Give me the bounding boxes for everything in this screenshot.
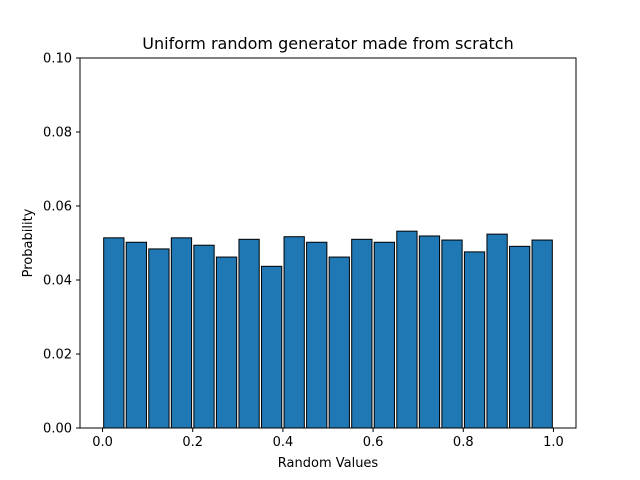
y-tick-label: 0.02 xyxy=(43,348,72,363)
histogram-bar xyxy=(193,244,215,429)
histogram-bar xyxy=(463,251,486,429)
histogram-bar xyxy=(215,256,238,429)
histogram-bar xyxy=(260,265,283,429)
histogram-bar xyxy=(170,237,193,429)
y-tick-label: 0.08 xyxy=(43,126,72,141)
histogram-bar xyxy=(396,230,418,429)
chart-title: Uniform random generator made from scrat… xyxy=(142,34,513,53)
histogram-bar xyxy=(441,239,463,429)
histogram-bar xyxy=(103,237,125,429)
y-tick-label: 0.10 xyxy=(43,52,72,67)
x-tick-label: 0.6 xyxy=(363,435,384,450)
histogram-bar xyxy=(125,241,148,429)
x-tick-label: 0.0 xyxy=(92,435,113,450)
x-tick-label: 0.4 xyxy=(273,435,294,450)
y-axis-label: Probability xyxy=(21,208,36,277)
histogram-bar xyxy=(418,235,441,429)
histogram-bar xyxy=(486,233,508,429)
y-tick-label: 0.06 xyxy=(43,200,72,215)
histogram-bar xyxy=(531,239,553,429)
histogram-bar xyxy=(508,245,531,429)
y-axis-ticks: 0.00 0.02 0.04 0.06 0.08 0.10 xyxy=(43,52,80,437)
histogram-bar xyxy=(283,236,305,429)
x-tick-label: 0.8 xyxy=(453,435,474,450)
x-axis-ticks: 0.0 0.2 0.4 0.6 0.8 1.0 xyxy=(92,428,564,450)
histogram-bar xyxy=(306,241,328,429)
x-tick-label: 0.2 xyxy=(182,435,203,450)
histogram-bar xyxy=(373,241,396,429)
histogram-bar xyxy=(148,248,170,429)
histogram-bar xyxy=(351,238,373,429)
y-tick-label: 0.00 xyxy=(43,422,72,437)
histogram-bar xyxy=(238,238,260,429)
bars-group xyxy=(103,230,553,429)
x-axis-label: Random Values xyxy=(278,456,379,471)
y-tick-label: 0.04 xyxy=(43,274,72,289)
x-tick-label: 1.0 xyxy=(543,435,564,450)
histogram-bar xyxy=(328,256,350,429)
plot-frame xyxy=(79,57,577,429)
